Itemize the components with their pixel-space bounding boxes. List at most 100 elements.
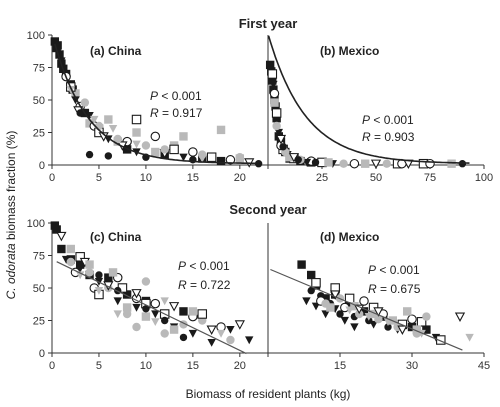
y-axis-title-species: C. odorata (4, 243, 18, 299)
x-tick-label: 10 (140, 360, 152, 372)
y-tick-label: 25 (33, 128, 45, 140)
data-point-gray-square (169, 325, 179, 334)
panel-label: (d) Mexico (320, 230, 379, 244)
data-point-black-triangle-down (113, 297, 122, 306)
data-point-gray-circle (272, 121, 281, 131)
data-point-gray-triangle-down (216, 329, 226, 338)
data-point-black-triangle-down (151, 310, 160, 319)
x-tick-label: 5 (96, 172, 102, 184)
x-tick-label: 100 (475, 172, 493, 184)
data-point-gray-square (66, 244, 75, 254)
data-point-open-circle (225, 155, 236, 165)
data-point-black-circle (85, 150, 94, 159)
p-value-text: P < 0.001 (368, 263, 420, 277)
data-point-gray-square (285, 153, 294, 162)
data-point-gray-circle (66, 257, 75, 267)
data-point-gray-circle (122, 309, 132, 319)
data-point-gray-circle (235, 153, 245, 162)
fit-line (270, 268, 463, 351)
data-point-gray-circle (226, 335, 235, 345)
panel-label: (c) China (90, 230, 142, 244)
data-point-filled-square-black (297, 260, 306, 269)
y-tick-label: 100 (27, 218, 45, 230)
data-point-open-triangle-down (373, 307, 384, 317)
fit-curve (267, 35, 470, 164)
data-point-filled-square-black (265, 60, 275, 70)
x-tick-label: 0 (49, 172, 55, 184)
data-point-filled-square-black (52, 225, 61, 234)
data-point-filled-square-black (216, 156, 226, 166)
data-point-black-circle (279, 143, 287, 151)
data-point-black-triangle-down (340, 316, 349, 325)
data-point-open-triangle-down (56, 231, 67, 242)
data-point-black-circle (142, 305, 150, 313)
data-point-gray-triangle-down (151, 149, 160, 158)
data-point-gray-circle (80, 98, 90, 107)
data-point-black-triangle-down (350, 323, 359, 332)
data-point-open-triangle-down (275, 134, 287, 145)
data-point-gray-circle (113, 134, 122, 144)
fit-line (56, 261, 247, 355)
x-tick-label: 30 (406, 360, 418, 372)
x-tick-label: 15 (187, 360, 199, 372)
y-tick-label: 50 (33, 95, 45, 107)
data-point-black-circle (179, 333, 188, 342)
data-point-gray-triangle-down (465, 333, 474, 342)
data-point-open-triangle-down (131, 289, 142, 299)
data-point-black-triangle-down (188, 329, 198, 338)
data-point-filled-square-black (359, 307, 369, 316)
data-point-black-triangle-down (132, 303, 141, 312)
x-tick-label: 5 (96, 360, 102, 372)
y-tick-label: 50 (33, 283, 45, 295)
x-axis-title: Biomass of resident plants (kg) (186, 387, 351, 401)
data-point-open-circle (269, 88, 280, 99)
data-point-open-triangle-down (206, 325, 217, 335)
data-point-gray-square (216, 125, 226, 135)
r-value-text: R = 0.903 (362, 130, 415, 144)
p-value-text: P < 0.001 (178, 259, 230, 273)
data-point-black-circle (160, 316, 169, 325)
x-tick-label: 50 (370, 172, 382, 184)
data-point-gray-square (122, 303, 132, 312)
data-point-gray-square (71, 89, 80, 98)
data-point-gray-triangle-down (132, 140, 141, 149)
x-tick-label: 45 (478, 360, 490, 372)
data-point-gray-square (447, 159, 456, 168)
data-point-black-triangle-down (245, 336, 254, 345)
data-point-gray-triangle-down (364, 313, 373, 321)
data-point-open-square (206, 152, 217, 162)
data-point-gray-triangle-down (151, 318, 160, 326)
x-tick-label: 25 (316, 172, 328, 184)
x-tick-label: 15 (187, 172, 199, 184)
y-axis-title-rest: biomass fraction (%) (4, 131, 18, 244)
data-point-gray-triangle-down (90, 115, 99, 124)
panel-3: 15 30 45 (d) Mexico P < 0.001 R = 0.675 (267, 223, 490, 372)
data-point-gray-circle (132, 322, 141, 332)
r-value-text: R = 0.675 (368, 282, 421, 296)
x-tick-label: 15 (334, 360, 346, 372)
y-tick-label: 0 (39, 160, 45, 172)
data-point-black-triangle-down (269, 80, 278, 89)
data-point-filled-square-black (104, 273, 113, 282)
data-point-gray-square (141, 312, 151, 321)
data-point-gray-square (85, 260, 94, 269)
data-point-gray-triangle-down (198, 154, 207, 163)
data-point-gray-square (324, 158, 333, 167)
data-point-gray-square (179, 132, 188, 141)
data-point-black-triangle-down (71, 96, 80, 105)
p-value-text: P < 0.001 (362, 113, 414, 127)
y-tick-label: 75 (33, 251, 45, 263)
panel-label: (a) China (90, 44, 142, 58)
data-point-black-circle (336, 310, 344, 318)
data-point-black-triangle-down (207, 339, 216, 347)
data-point-gray-square (326, 303, 335, 312)
data-point-open-square (271, 108, 282, 118)
data-point-filled-square-black (422, 325, 431, 334)
panel-0: 0 5 10 15 20 0 25 50 75 100 (a) China P < 0.001 R = … (27, 30, 268, 184)
data-point-black-triangle-down (226, 326, 235, 334)
y-axis-title: C. odorata biomass fraction (%) (4, 131, 18, 300)
data-point-gray-square (132, 128, 141, 137)
data-point-open-circle (188, 147, 198, 157)
data-point-black-triangle-down (104, 135, 113, 144)
data-point-open-circle (359, 296, 369, 306)
